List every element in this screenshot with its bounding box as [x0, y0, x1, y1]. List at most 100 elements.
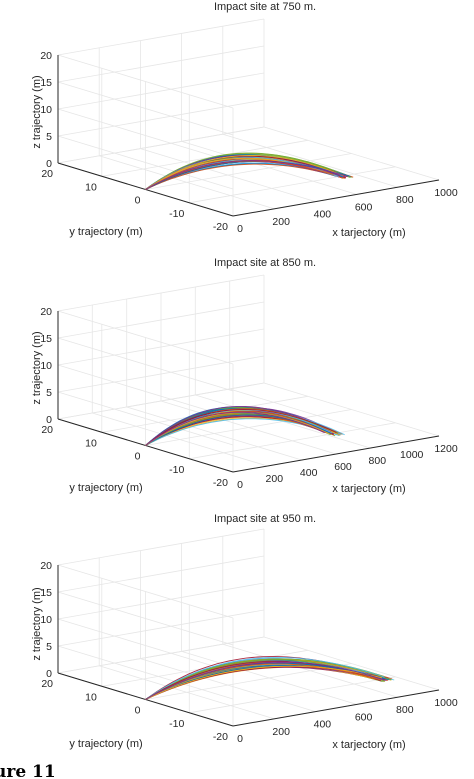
z-tick-label: 20: [40, 306, 52, 318]
grid-line: [57, 382, 265, 420]
x-tick-label: 600: [355, 201, 373, 213]
grid-line: [145, 409, 352, 446]
grid-line: [57, 609, 265, 647]
x-axis-line: [232, 689, 440, 727]
x-tick-label: 400: [314, 209, 332, 221]
grid-line: [57, 337, 234, 392]
y-tick-label: 0: [135, 451, 141, 463]
y-tick-label: 10: [85, 181, 97, 193]
x-axis-line: [232, 179, 440, 217]
grid-line: [57, 99, 265, 137]
grid-line: [57, 528, 265, 566]
grid-line: [57, 301, 265, 339]
z-axis-label: z trajectory (m): [31, 587, 43, 660]
x-axis-label: x tarjectory (m): [332, 483, 405, 495]
grid-line: [145, 153, 352, 190]
y-tick-label: 0: [135, 195, 141, 207]
grid-line: [57, 564, 234, 619]
x-axis-label: x tarjectory (m): [332, 739, 405, 751]
x-tick-label: 400: [314, 719, 332, 731]
y-axis-label: y trajectory (m): [69, 226, 142, 238]
x-tick-label: 800: [396, 194, 414, 206]
grid-line: [57, 582, 265, 620]
grid-line: [57, 391, 234, 446]
trajectory-line: [145, 661, 382, 700]
trajectory-line: [145, 409, 337, 446]
grid-line: [57, 355, 265, 393]
y-axis-label: y trajectory (m): [69, 738, 142, 750]
grid-line: [57, 135, 234, 190]
z-tick-label: 10: [40, 614, 52, 626]
x-tick-label: 0: [237, 223, 243, 235]
chart-title: Impact site at 950 m.: [214, 513, 316, 525]
trajectory-line: [145, 405, 332, 446]
z-tick-label: 20: [40, 560, 52, 572]
grid-line: [189, 676, 396, 714]
trajectory-bundle: [145, 405, 345, 446]
z-tick-label: 10: [40, 360, 52, 372]
y-tick-label: -20: [213, 731, 228, 743]
grid-line: [57, 126, 265, 164]
z-tick-label: 5: [46, 131, 52, 143]
chart-title: Impact site at 850 m.: [214, 257, 316, 269]
y-tick-label: 20: [41, 168, 53, 180]
z-tick-label: 0: [46, 668, 52, 680]
x-tick-label: 0: [237, 733, 243, 745]
x-tick-label: 1000: [434, 187, 458, 199]
x-tick-label: 600: [355, 711, 373, 723]
trajectory-line: [145, 152, 344, 190]
x-tick-label: 200: [272, 216, 290, 228]
grid-line: [189, 422, 396, 460]
y-tick-label: 0: [135, 705, 141, 717]
chart-title: Impact site at 750 m.: [214, 1, 316, 13]
trajectory-bundle: [145, 656, 395, 700]
grid-line: [57, 328, 265, 366]
z-tick-label: 15: [40, 77, 52, 89]
z-tick-label: 10: [40, 104, 52, 116]
trajectory-line: [145, 656, 385, 700]
x-tick-label: 1200: [434, 443, 458, 455]
z-tick-label: 15: [40, 333, 52, 345]
grid-line: [189, 166, 396, 204]
grid-line: [57, 636, 265, 674]
y-tick-label: -10: [169, 208, 184, 220]
y-tick-label: -10: [169, 718, 184, 730]
trajectory-line: [145, 155, 344, 190]
z-axis-label: z trajectory (m): [31, 75, 43, 148]
chart-panel-2: 0 200 400 600 800 1000 1200 20 10 0 -10 -20 0 5 10 15 20…: [31, 257, 458, 495]
x-tick-label: 400: [300, 467, 318, 479]
grid-line: [57, 81, 234, 136]
grid-line: [57, 274, 265, 312]
z-tick-label: 0: [46, 414, 52, 426]
trajectory-line: [145, 658, 392, 700]
grid-line: [57, 45, 265, 83]
figure-caption: ure 11: [0, 762, 56, 779]
y-tick-label: -20: [213, 221, 228, 233]
grid-line: [145, 663, 352, 700]
grid-line: [57, 591, 234, 646]
chart-panel-3: 0 200 400 600 800 1000 20 10 0 -10 -20 0 5 10 15 20 x ta…: [31, 513, 458, 751]
grid-line: [57, 364, 234, 419]
grid-line: [57, 555, 265, 593]
grid-line: [57, 645, 234, 700]
z-tick-label: 15: [40, 587, 52, 599]
grid-line: [57, 108, 234, 163]
grid-line: [57, 18, 265, 56]
trajectory-line: [145, 660, 382, 700]
x-tick-label: 600: [334, 461, 352, 473]
y-tick-label: 20: [41, 424, 53, 436]
z-axis-label: z trajectory (m): [31, 331, 43, 404]
y-tick-label: -20: [213, 477, 228, 489]
x-tick-label: 800: [369, 455, 387, 467]
chart-panel-1: 0 200 400 600 800 1000 20 10 0 -10 -20 0 5 10 15 20 x ta…: [31, 1, 458, 239]
x-tick-label: 0: [237, 479, 243, 491]
grid-line: [57, 310, 234, 365]
grid-line: [57, 618, 234, 673]
z-tick-label: 20: [40, 50, 52, 62]
trajectory-line: [145, 160, 348, 190]
x-tick-label: 200: [272, 726, 290, 738]
y-tick-label: 10: [85, 691, 97, 703]
trajectory-bundle: [145, 152, 354, 190]
grid-line: [57, 54, 234, 109]
